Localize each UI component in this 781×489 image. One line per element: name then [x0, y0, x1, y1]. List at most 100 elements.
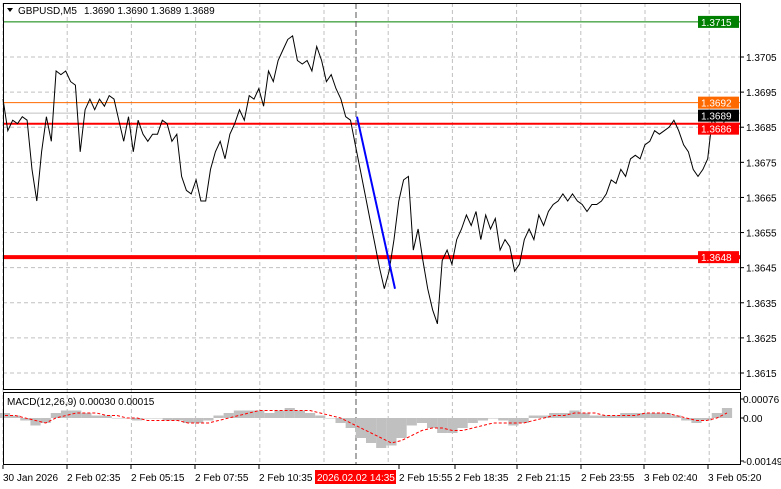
macd-histogram-bar	[50, 413, 61, 418]
macd-histogram-bar	[111, 418, 122, 419]
macd-histogram-bar	[132, 418, 143, 421]
macd-histogram-bar	[599, 415, 611, 418]
macd-histogram-bar	[325, 418, 336, 419]
price-tick-label: 1.3645	[746, 264, 777, 275]
macd-histogram-bar	[711, 413, 722, 418]
macd-panel	[0, 408, 733, 448]
price-tick-label: 1.3625	[746, 334, 777, 345]
level-tag-1.3686	[698, 122, 739, 135]
macd-histogram-bar	[467, 418, 478, 423]
level-tag-1.3648	[698, 251, 739, 264]
macd-histogram-bar	[10, 415, 21, 418]
macd-histogram-bar	[172, 418, 183, 421]
macd-histogram-bar	[193, 418, 204, 423]
price-tick-label: 1.3635	[746, 299, 777, 310]
macd-panel-border	[3, 392, 741, 465]
macd-histogram-bar	[60, 410, 72, 418]
macd-histogram-bar	[681, 418, 692, 421]
macd-histogram-bar	[233, 410, 244, 418]
level-tag-label: 1.3648	[701, 253, 732, 264]
macd-histogram-bar	[152, 418, 163, 419]
macd-histogram-bar	[630, 413, 641, 418]
macd-histogram-bar	[315, 415, 326, 418]
macd-tick-label: 0.00076	[743, 395, 780, 406]
macd-histogram-bar	[294, 410, 305, 418]
macd-axis: 0.00076 0.00 -0.00149	[740, 395, 781, 468]
price-tick-label: 1.3655	[746, 229, 777, 240]
time-tick-label: 2 Feb 23:55	[581, 473, 635, 484]
price-tick-label: 1.3685	[746, 123, 777, 134]
price-tick-label: 1.3615	[746, 369, 777, 380]
header-bg	[5, 4, 245, 17]
macd-histogram-bar	[386, 418, 397, 446]
grid	[2, 3, 740, 465]
time-highlight-label: 2026.02.02 14:35	[317, 473, 395, 484]
macd-histogram-bar	[30, 418, 41, 426]
collapse-arrow-icon[interactable]	[7, 8, 13, 12]
macd-histogram-bar	[20, 418, 31, 421]
time-tick-label: 2 Feb 02:35	[67, 473, 121, 484]
macd-histogram-bar	[620, 413, 631, 418]
macd-histogram-bar	[355, 418, 367, 438]
macd-histogram-bar	[71, 410, 82, 418]
macd-histogram-bar	[477, 418, 489, 421]
macd-histogram-bar	[284, 408, 295, 418]
macd-histogram-bar	[589, 415, 600, 418]
time-tick-label: 2 Feb 21:15	[517, 473, 571, 484]
macd-histogram-bar	[304, 413, 316, 418]
macd-tick-label: -0.00149	[743, 457, 781, 468]
macd-histogram-bar	[498, 418, 509, 421]
trend-line[interactable]	[356, 116, 396, 289]
macd-histogram-bar	[264, 413, 275, 418]
macd-histogram-bar	[518, 418, 529, 423]
macd-histogram-bar	[437, 418, 448, 433]
macd-histogram-bar	[376, 418, 387, 448]
horizontal-levels[interactable]	[3, 21, 740, 260]
macd-histogram-bar	[457, 418, 468, 428]
level-tag-1.3715	[698, 15, 739, 28]
macd-tick-label: 0.00	[743, 414, 763, 425]
macd-histogram-bar	[447, 418, 458, 433]
macd-histogram-bar	[335, 418, 346, 423]
macd-histogram-bar	[81, 413, 92, 418]
macd-histogram-bar	[610, 415, 621, 418]
macd-histogram-bar	[650, 413, 661, 418]
price-line	[2, 35, 728, 324]
macd-histogram-bar	[91, 415, 102, 418]
macd-histogram-bar	[243, 410, 255, 418]
price-tick-label: 1.3665	[746, 193, 777, 204]
level-tag-1.3692	[698, 96, 739, 109]
level-tag-label: 1.3692	[701, 99, 732, 110]
macd-histogram-bar	[365, 418, 377, 443]
price-tick-label: 1.3675	[746, 158, 777, 169]
macd-histogram-bar	[254, 410, 265, 418]
time-tick-label: 30 Jan 2026	[3, 473, 58, 484]
macd-histogram-bar	[142, 418, 153, 419]
macd-histogram-bar	[213, 415, 224, 418]
macd-histogram-bar	[345, 418, 356, 428]
macd-histogram-bar	[101, 415, 112, 418]
macd-histogram-bar	[40, 418, 51, 423]
macd-histogram-bar	[508, 418, 519, 426]
level-tag-1.3689	[698, 109, 739, 122]
price-tick-label: 1.3705	[746, 53, 777, 64]
time-axis[interactable]: 30 Jan 2026 2 Feb 02:35 2 Feb 05:15 2 Feb 0…	[2, 465, 762, 484]
price-axis[interactable]: 1.3705 1.3695 1.3685 1.3675 1.3665 1.3655 1.36…	[740, 53, 777, 380]
ohlc-values: 1.3690 1.3690 1.3689 1.3689	[84, 6, 215, 17]
time-tick-label: 3 Feb 05:20	[708, 473, 762, 484]
time-tick-label: 2 Feb 15:55	[399, 473, 453, 484]
macd-histogram-bar	[203, 418, 214, 421]
macd-histogram-bar	[538, 415, 550, 418]
level-tag-label: 1.3686	[701, 125, 732, 136]
macd-histogram-bar	[274, 410, 285, 418]
macd-histogram-bar	[569, 410, 580, 418]
macd-histogram-bar	[162, 418, 173, 421]
macd-histogram-bar	[671, 415, 682, 418]
macd-histogram-bar	[701, 418, 712, 421]
price-tick-label: 1.3695	[746, 88, 777, 99]
macd-histogram-bar	[182, 418, 194, 423]
time-tick-label: 2 Feb 07:55	[195, 473, 249, 484]
macd-histogram-bar	[416, 418, 428, 423]
time-tick-label: 2 Feb 18:35	[455, 473, 509, 484]
